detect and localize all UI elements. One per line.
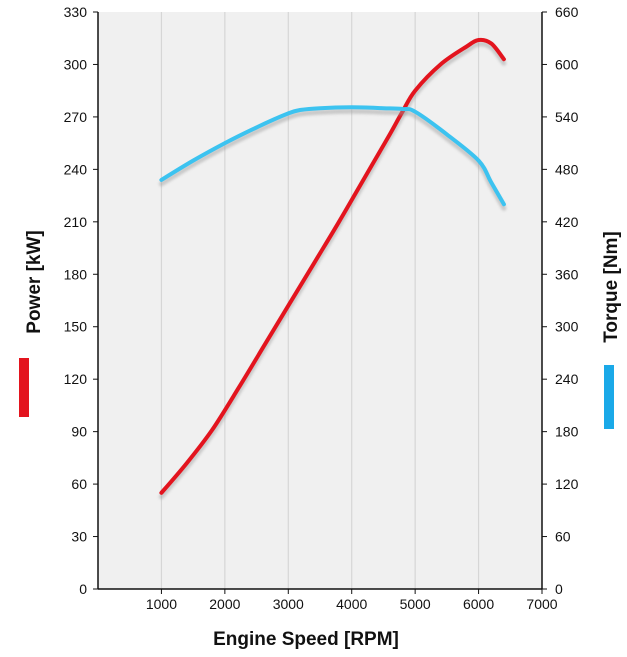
- y-right-tick-label: 60: [555, 529, 571, 545]
- y-left-tick-label: 150: [64, 319, 88, 335]
- y-left-tick-label: 270: [64, 109, 88, 125]
- right-axis-title: Torque [Nm]: [601, 231, 622, 343]
- y-right-tick-label: 300: [555, 319, 579, 335]
- y-left-tick-label: 330: [64, 4, 88, 20]
- y-left-tick-label: 90: [71, 424, 87, 440]
- x-tick-label: 7000: [526, 596, 557, 612]
- series-layer: [158, 37, 507, 500]
- torque-line: [159, 105, 506, 207]
- left-axis-title: Power [kW]: [24, 230, 45, 333]
- y-right-tick-label: 660: [555, 4, 579, 20]
- y-left-tick-label: 180: [64, 266, 88, 282]
- y-left-tick-label: 210: [64, 214, 88, 230]
- power-legend-swatch: [19, 358, 29, 417]
- x-tick-label: 6000: [463, 596, 494, 612]
- torque-line-shadow: [158, 108, 507, 211]
- x-tick-label: 5000: [400, 596, 431, 612]
- y-right-tick-label: 420: [555, 214, 579, 230]
- torque-legend-swatch: [604, 365, 614, 429]
- y-right-tick-label: 480: [555, 161, 579, 177]
- y-left-tick-label: 60: [71, 476, 87, 492]
- y-right-tick-label: 600: [555, 56, 579, 72]
- y-left-tick-label: 0: [79, 581, 87, 597]
- x-tick-label: 4000: [336, 596, 367, 612]
- y-right-tick-label: 240: [555, 371, 579, 387]
- plot-area: [98, 12, 542, 589]
- power-line: [159, 37, 506, 495]
- x-tick-label: 2000: [209, 596, 240, 612]
- y-right-tick-label: 120: [555, 476, 579, 492]
- y-right-tick-label: 360: [555, 266, 579, 282]
- y-right-tick-label: 540: [555, 109, 579, 125]
- x-axis-title: Engine Speed [RPM]: [213, 629, 399, 650]
- y-left-tick-label: 300: [64, 56, 88, 72]
- x-tick-label: 1000: [146, 596, 177, 612]
- x-tick-label: 3000: [273, 596, 304, 612]
- y-right-tick-label: 180: [555, 424, 579, 440]
- power-line-shadow: [158, 41, 507, 500]
- y-left-tick-label: 120: [64, 371, 88, 387]
- y-right-tick-label: 0: [555, 581, 563, 597]
- y-left-tick-label: 30: [71, 529, 87, 545]
- y-left-tick-label: 240: [64, 161, 88, 177]
- axis-ticks: 1000 2000 3000 4000 5000 6000 7000030609012015…: [64, 4, 579, 612]
